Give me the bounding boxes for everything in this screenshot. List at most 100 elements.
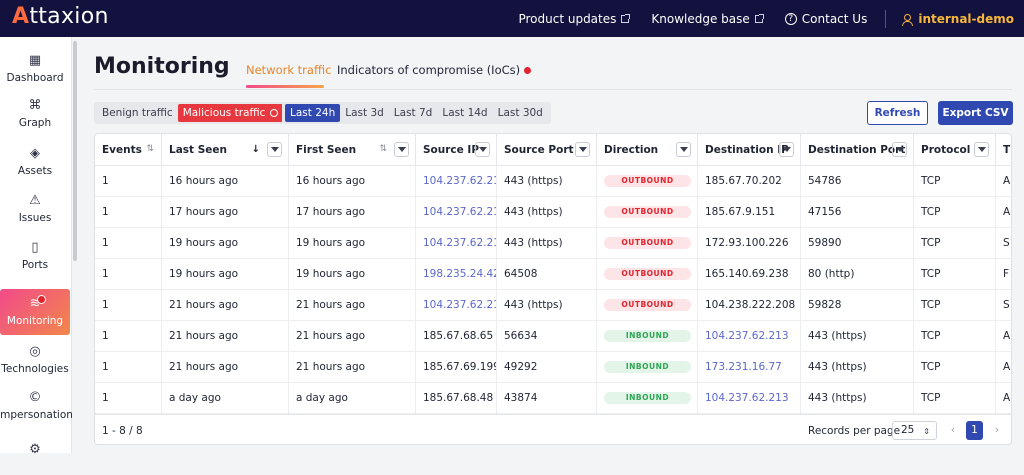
table-cell: TCP — [914, 321, 996, 352]
source-ip-link[interactable]: 104.237.62.213 — [416, 197, 497, 228]
table-cell: 185.67.68.48 — [416, 383, 497, 414]
sidebar-item-settings[interactable]: ⚙ — [0, 429, 70, 475]
column-header[interactable]: Source Port — [497, 134, 597, 166]
filter-icon[interactable] — [892, 142, 907, 157]
export-csv-button[interactable]: Export CSV — [938, 101, 1013, 125]
column-header-label: First Seen — [296, 143, 357, 156]
table-cell: 443 (https) — [801, 321, 914, 352]
next-page-button[interactable]: › — [994, 423, 1000, 436]
sort-icon[interactable]: ⇅ — [146, 144, 154, 154]
settings-icon: ⚙ — [29, 442, 41, 457]
table-cell: 104.238.222.208 — [698, 290, 801, 321]
column-header-label: Protocol — [921, 143, 971, 156]
sidebar-item-monitoring[interactable]: ≋ Monitoring — [0, 289, 70, 335]
table-cell: 443 (https) — [497, 290, 597, 321]
range-last-3d[interactable]: Last 3d — [345, 107, 384, 119]
destination-ip-link[interactable]: 104.237.62.213 — [698, 383, 801, 414]
refresh-button[interactable]: Refresh — [867, 101, 928, 125]
table-cell: 1 — [95, 197, 162, 228]
user-menu[interactable]: internal-demo — [902, 12, 1014, 26]
filter-icon[interactable] — [974, 142, 989, 157]
filter-icon[interactable] — [394, 142, 409, 157]
column-header[interactable]: Source IP — [416, 134, 497, 166]
column-header-label: Events — [102, 143, 142, 156]
benign-traffic-option[interactable]: Benign traffic — [102, 107, 173, 119]
contact-us-link[interactable]: ? Contact Us — [784, 12, 867, 26]
source-ip-link[interactable]: 104.237.62.213 — [416, 166, 497, 197]
table-cell: 21 hours ago — [289, 352, 416, 383]
page-1-button[interactable]: 1 — [966, 421, 983, 440]
sidebar-item-dashboard[interactable]: ▦ Dashboard — [0, 46, 70, 92]
filter-icon[interactable] — [267, 142, 282, 157]
sidebar-scrollbar[interactable] — [73, 41, 77, 261]
previous-page-button[interactable]: ‹ — [950, 423, 956, 436]
column-header-label: Source Port — [504, 143, 574, 156]
table-cell: 19 hours ago — [162, 228, 289, 259]
sidebar-item-ports[interactable]: ▯ Ports — [0, 233, 70, 279]
product-updates-link[interactable]: Product updates — [518, 12, 631, 26]
table-cell: S — [996, 290, 1011, 321]
filter-icon[interactable] — [779, 142, 794, 157]
column-header[interactable]: Direction — [597, 134, 698, 166]
traffic-table: Events ⇅ Last Seen ↓ First Seen ⇅ Source IP Sou… — [94, 133, 1012, 445]
sidebar-item-assets[interactable]: ◈ Assets — [0, 139, 70, 185]
table-cell: OUTBOUND — [597, 228, 698, 259]
source-ip-link[interactable]: 104.237.62.213 — [416, 228, 497, 259]
column-header[interactable]: T — [996, 134, 1011, 166]
table-cell: TCP — [914, 166, 996, 197]
range-last-14d[interactable]: Last 14d — [442, 107, 488, 119]
filter-icon[interactable] — [676, 142, 691, 157]
malicious-traffic-option[interactable]: Malicious traffic — [177, 104, 284, 122]
sidebar-item-graph[interactable]: ⌘ Graph — [0, 91, 70, 137]
column-header-label: Destination IP — [705, 143, 789, 156]
direction-badge: OUTBOUND — [604, 268, 691, 280]
table-cell: 59828 — [801, 290, 914, 321]
table-cell: 16 hours ago — [289, 166, 416, 197]
table-cell: 16 hours ago — [162, 166, 289, 197]
filter-icon[interactable] — [475, 142, 490, 157]
column-header[interactable]: Protocol — [914, 134, 996, 166]
user-icon — [902, 13, 914, 26]
sidebar-item-impersonation[interactable]: © Impersonation — [0, 383, 73, 429]
range-last-7d[interactable]: Last 7d — [393, 107, 433, 119]
filter-icon[interactable] — [575, 142, 590, 157]
table-cell: TCP — [914, 197, 996, 228]
range-last-30d[interactable]: Last 30d — [497, 107, 543, 119]
table-cell: 59890 — [801, 228, 914, 259]
column-header[interactable]: Destination Port — [801, 134, 914, 166]
assets-icon: ◈ — [30, 146, 40, 161]
table-cell: 56634 — [497, 321, 597, 352]
table-cell: S — [996, 228, 1011, 259]
column-header[interactable]: Destination IP — [698, 134, 801, 166]
sidebar-item-issues[interactable]: ⚠ Issues — [0, 186, 70, 232]
range-last-24h[interactable]: Last 24h — [285, 104, 341, 122]
destination-ip-link[interactable]: 104.237.62.213 — [698, 321, 801, 352]
knowledge-base-link[interactable]: Knowledge base — [651, 12, 764, 26]
dashboard-icon: ▦ — [28, 53, 42, 68]
table-cell: 21 hours ago — [162, 321, 289, 352]
column-header[interactable]: Last Seen ↓ — [162, 134, 289, 166]
table-cell: 49292 — [497, 352, 597, 383]
alert-dot-icon — [524, 67, 532, 74]
sidebar-item-label: Dashboard — [6, 72, 64, 84]
tab-network-traffic[interactable]: Network traffic — [246, 63, 332, 77]
sort-descending-icon[interactable]: ↓ — [251, 144, 260, 155]
sort-icon[interactable]: ⇅ — [379, 144, 387, 154]
table-cell: TCP — [914, 259, 996, 290]
column-header[interactable]: Events ⇅ — [95, 134, 162, 166]
table-cell: OUTBOUND — [597, 197, 698, 228]
attaxion-logo[interactable]: Attaxion — [12, 4, 109, 29]
table-cell: TCP — [914, 352, 996, 383]
table-cell: 185.67.68.65 — [416, 321, 497, 352]
tab-indicators-of-compromise[interactable]: Indicators of compromise (IoCs) — [337, 63, 532, 77]
column-header[interactable]: First Seen ⇅ — [289, 134, 416, 166]
destination-ip-link[interactable]: 173.231.16.77 — [698, 352, 801, 383]
table-cell: 21 hours ago — [162, 352, 289, 383]
source-ip-link[interactable]: 198.235.24.42 — [416, 259, 497, 290]
records-per-page-select[interactable]: 25 ⇕ — [892, 421, 937, 440]
table-footer: 1 - 8 / 8 Records per page 25 ⇕ ‹ 1 › — [95, 414, 1011, 444]
sidebar-item-label: Issues — [18, 212, 52, 224]
source-ip-link[interactable]: 104.237.62.213 — [416, 290, 497, 321]
table-cell: A — [996, 166, 1011, 197]
sidebar-item-technologies[interactable]: ◎ Technologies — [0, 337, 70, 383]
